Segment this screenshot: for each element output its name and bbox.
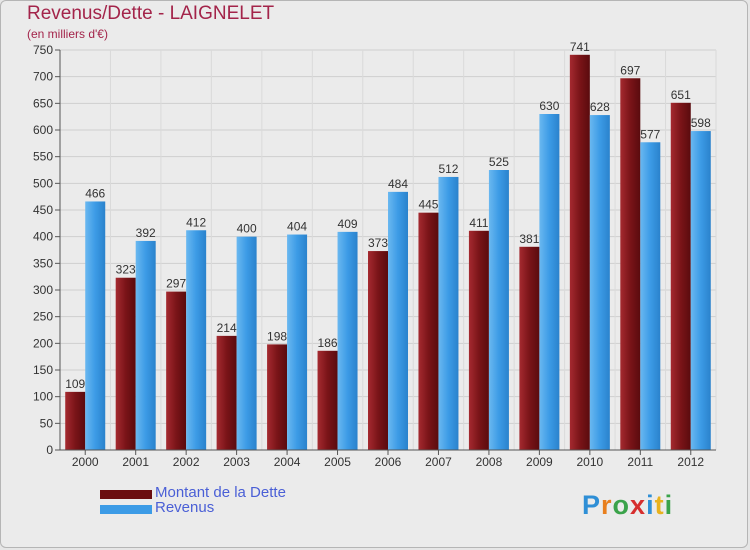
y-tick-label: 200 — [33, 336, 53, 350]
bar-dette — [216, 335, 237, 450]
x-tick-label: 2006 — [375, 455, 402, 469]
data-label: 373 — [368, 236, 388, 250]
logo-letter: i — [664, 490, 674, 520]
y-tick-label: 500 — [33, 176, 53, 190]
data-label: 484 — [388, 177, 408, 191]
bar-dette — [519, 246, 540, 450]
x-tick-label: 2011 — [627, 455, 653, 469]
y-tick-label: 50 — [40, 416, 54, 430]
y-tick-label: 250 — [33, 310, 53, 324]
y-tick-label: 700 — [33, 70, 53, 84]
data-label: 297 — [166, 277, 186, 291]
data-label: 466 — [85, 186, 105, 200]
data-label: 198 — [267, 329, 287, 343]
bar-revenus — [690, 131, 711, 451]
bar-revenus — [287, 234, 308, 450]
bar-dette — [65, 391, 86, 450]
logo-letter: r — [601, 490, 613, 520]
legend-label-dette: Montant de la Dette — [155, 484, 286, 501]
y-tick-label: 100 — [33, 390, 53, 404]
bar-revenus — [186, 230, 207, 450]
data-label: 381 — [519, 232, 539, 246]
data-label: 214 — [217, 321, 237, 335]
data-label: 400 — [237, 222, 257, 236]
data-label: 598 — [691, 116, 711, 130]
data-label: 445 — [418, 198, 438, 212]
bar-revenus — [236, 236, 257, 450]
bar-revenus — [135, 240, 156, 450]
y-tick-label: 150 — [33, 363, 53, 377]
logo-letter: t — [654, 490, 665, 520]
data-label: 186 — [318, 336, 338, 350]
logo-letter: x — [630, 490, 647, 520]
chart-title: Revenus/Dette - LAIGNELET — [27, 3, 275, 24]
bar-dette — [317, 350, 338, 450]
x-tick-label: 2002 — [173, 455, 200, 469]
x-tick-label: 2004 — [274, 455, 301, 469]
bar-revenus — [589, 115, 610, 451]
bar-revenus — [388, 191, 408, 450]
x-tick-label: 2009 — [526, 455, 553, 469]
y-tick-label: 650 — [33, 96, 53, 110]
x-tick-label: 2005 — [324, 455, 351, 469]
bar-revenus — [337, 231, 358, 450]
bar-dette — [166, 291, 187, 450]
bar-dette — [569, 54, 590, 451]
bar-dette — [267, 344, 288, 450]
bar-dette — [468, 230, 489, 450]
bar-revenus — [640, 142, 661, 450]
x-tick-label: 2010 — [576, 455, 603, 469]
bar-revenus — [438, 176, 459, 450]
y-tick-label: 0 — [46, 443, 53, 457]
legend-label-revenus: Revenus — [155, 499, 215, 516]
data-label: 409 — [338, 217, 358, 231]
legend-swatch-revenus — [100, 505, 152, 514]
data-label: 577 — [640, 127, 660, 141]
data-label: 109 — [65, 377, 85, 391]
y-tick-label: 350 — [33, 256, 53, 270]
x-tick-label: 2008 — [476, 455, 503, 469]
y-tick-label: 750 — [33, 43, 53, 57]
data-label: 412 — [186, 215, 206, 229]
x-tick-label: 2001 — [122, 455, 149, 469]
x-tick-label: 2007 — [425, 455, 452, 469]
bar-dette — [418, 212, 439, 450]
bar-revenus — [85, 201, 106, 450]
data-label: 697 — [620, 63, 640, 77]
logo-letter: o — [612, 490, 631, 520]
y-tick-label: 550 — [33, 150, 53, 164]
y-tick-label: 450 — [33, 203, 53, 217]
x-tick-label: 2000 — [72, 455, 99, 469]
bar-dette — [368, 251, 388, 450]
legend-swatch-dette — [100, 490, 152, 499]
data-label: 525 — [489, 155, 509, 169]
data-label: 512 — [438, 162, 458, 176]
x-tick-label: 2012 — [677, 455, 704, 469]
bar-dette — [115, 277, 136, 450]
chart-subtitle: (en milliers d'€) — [27, 27, 108, 41]
y-tick-label: 300 — [33, 283, 53, 297]
data-label: 630 — [539, 99, 559, 113]
logo-letter: i — [646, 490, 655, 520]
proxiti-logo: Proxiti — [582, 490, 673, 521]
data-label: 628 — [590, 100, 610, 114]
data-label: 651 — [671, 88, 691, 102]
logo-letter: P — [582, 490, 602, 520]
y-tick-label: 400 — [33, 230, 53, 244]
bar-dette — [670, 102, 691, 451]
bar-revenus — [488, 170, 509, 450]
bar-dette — [620, 78, 641, 451]
bar-revenus — [539, 114, 560, 450]
y-tick-label: 600 — [33, 123, 53, 137]
data-label: 392 — [136, 226, 156, 240]
x-tick-label: 2003 — [223, 455, 250, 469]
data-label: 323 — [116, 263, 136, 277]
data-label: 741 — [570, 40, 590, 54]
data-label: 411 — [469, 216, 488, 230]
data-label: 404 — [287, 220, 307, 234]
